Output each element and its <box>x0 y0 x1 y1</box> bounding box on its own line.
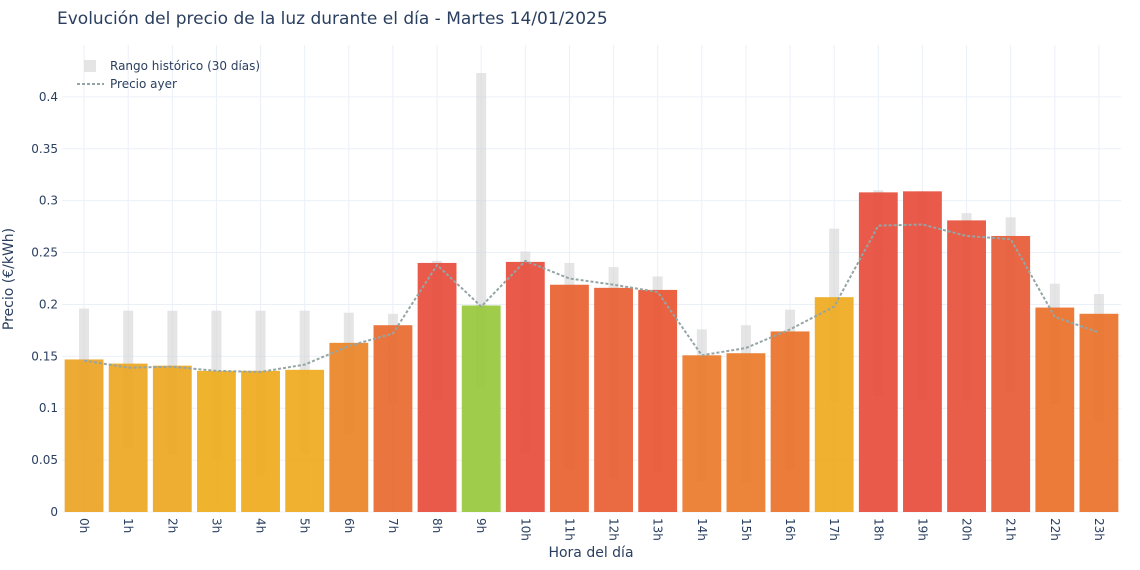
x-tick-label: 10h <box>518 518 532 541</box>
x-tick-label: 14h <box>695 518 709 541</box>
price-bars <box>64 191 1119 512</box>
price-bar <box>991 235 1031 512</box>
yesterday-series-line <box>83 223 1100 373</box>
x-tick-label: 4h <box>254 518 268 533</box>
y-tick-label: 0.4 <box>39 90 58 104</box>
price-bar <box>197 370 236 512</box>
legend[interactable]: Rango histórico (30 días) Precio ayer <box>77 59 260 91</box>
price-bar <box>947 220 986 512</box>
x-tick-label: 1h <box>121 518 135 533</box>
x-tick-label: 11h <box>562 518 576 541</box>
x-tick-label: 20h <box>960 518 974 541</box>
price-bar <box>903 191 942 512</box>
x-axis: 0h 1h 2h 3h 4h 5h 6h 7h 8h 9h 10h 11h 12h 13h 14h 15h 16… <box>77 518 1106 541</box>
legend-yesterday-label: Precio ayer <box>110 77 177 91</box>
price-bar <box>108 363 148 512</box>
price-bar <box>594 287 633 512</box>
range-bar <box>476 73 487 388</box>
price-bar <box>285 369 325 512</box>
x-tick-label: 8h <box>430 518 444 533</box>
price-bar <box>64 359 104 512</box>
y-tick-label: 0.05 <box>31 453 58 467</box>
price-bar <box>726 353 766 512</box>
legend-range-swatch <box>84 60 96 72</box>
y-axis-title: Precio (€/kWh) <box>1 228 17 330</box>
x-tick-label: 13h <box>651 518 665 541</box>
yesterday-line <box>83 223 1100 373</box>
legend-range-label: Rango histórico (30 días) <box>110 59 260 73</box>
chart-title: Evolución del precio de la luz durante e… <box>57 9 608 29</box>
price-bar <box>152 365 192 512</box>
price-bar <box>770 331 810 512</box>
price-bar <box>329 342 369 512</box>
price-bar <box>505 261 545 512</box>
y-tick-label: 0.25 <box>31 246 58 260</box>
x-tick-label: 7h <box>386 518 400 533</box>
x-tick-label: 5h <box>298 518 312 533</box>
x-tick-label: 21h <box>1004 518 1018 541</box>
y-tick-label: 0.2 <box>39 297 58 311</box>
price-bar <box>373 325 413 512</box>
y-tick-label: 0.3 <box>39 194 58 208</box>
y-tick-label: 0.1 <box>39 401 58 415</box>
x-tick-label: 17h <box>827 518 841 541</box>
x-tick-label: 9h <box>474 518 488 533</box>
price-bar <box>1079 313 1119 512</box>
price-bar <box>1035 307 1075 512</box>
x-tick-label: 22h <box>1048 518 1062 541</box>
x-tick-label: 12h <box>607 518 621 541</box>
y-tick-label: 0.15 <box>31 349 58 363</box>
price-bar <box>461 305 501 512</box>
price-bar <box>417 262 457 512</box>
x-tick-label: 23h <box>1092 518 1106 541</box>
y-axis: 0 0.05 0.1 0.15 0.2 0.25 0.3 0.35 0.4 <box>31 90 58 519</box>
x-tick-label: 16h <box>783 518 797 541</box>
price-bar <box>682 355 722 512</box>
x-axis-title: Hora del día <box>548 545 633 561</box>
x-tick-label: 15h <box>739 518 753 541</box>
price-bar <box>814 297 854 512</box>
price-bar <box>550 284 589 512</box>
price-bar <box>638 289 678 512</box>
price-bar <box>241 370 280 512</box>
x-tick-label: 2h <box>165 518 179 533</box>
x-tick-label: 6h <box>342 518 356 533</box>
x-tick-label: 0h <box>77 518 91 533</box>
y-tick-label: 0.35 <box>31 142 58 156</box>
x-tick-label: 19h <box>915 518 929 541</box>
y-tick-label: 0 <box>50 505 58 519</box>
price-bar <box>858 192 898 512</box>
x-tick-label: 18h <box>871 518 885 541</box>
x-tick-label: 3h <box>209 518 223 533</box>
